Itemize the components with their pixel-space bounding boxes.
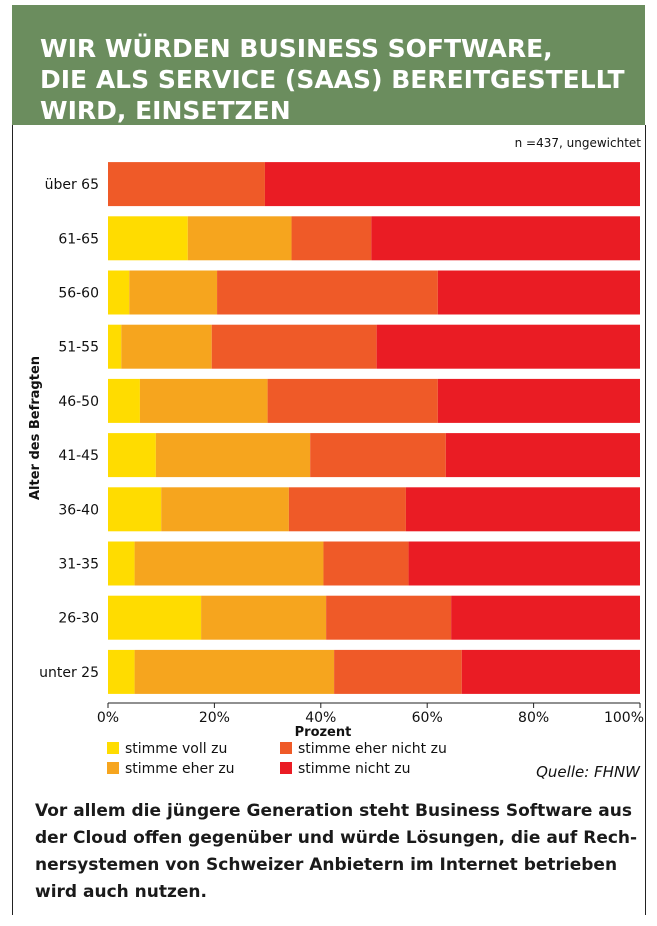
- bar-segment-4-row-6: [445, 433, 640, 478]
- bar-segment-4-row-10: [461, 649, 640, 694]
- caption: Vor allem die jüngere Generation steht B…: [35, 798, 638, 906]
- caption-line-4: wird auch nutzen.: [35, 882, 207, 902]
- bar-segment-3-row-4: [211, 324, 377, 369]
- heading-line-3: WIRD, EINSETZEN: [40, 96, 291, 125]
- y-tick-label-4: 51-55: [58, 340, 99, 356]
- bar-segment-3-row-6: [310, 433, 446, 478]
- y-tick-label-8: 31-35: [58, 557, 99, 573]
- chart-heading: WIR WÜRDEN BUSINESS SOFTWARE, DIE ALS SE…: [40, 33, 630, 126]
- x-tick-label-1: 0%: [97, 710, 119, 726]
- bar-segment-1-row-2: [108, 216, 188, 261]
- y-axis-title: Alter des Befragten: [28, 356, 43, 500]
- y-tick-label-6: 41-45: [58, 448, 99, 464]
- bar-segment-4-row-1: [264, 162, 640, 207]
- bar-segment-2-row-4: [121, 324, 212, 369]
- legend-label-3: stimme eher zu: [125, 761, 235, 777]
- legend-swatch-3: [107, 762, 119, 774]
- x-tick-label-2: 20%: [199, 710, 230, 726]
- heading-line-1: WIR WÜRDEN BUSINESS SOFTWARE,: [40, 34, 553, 63]
- bar-segment-1-row-7: [108, 487, 162, 532]
- sample-size-note: n =437, ungewichtet: [515, 136, 642, 150]
- bar-segment-2-row-8: [134, 541, 324, 586]
- bar-segment-2-row-6: [155, 433, 311, 478]
- caption-line-3: nersystemen von Schweizer Anbietern im I…: [35, 855, 618, 875]
- x-axis-title: Prozent: [295, 725, 352, 740]
- legend-swatch-4: [280, 762, 292, 774]
- y-tick-label-7: 36-40: [58, 502, 99, 518]
- bar-segment-1-row-10: [108, 649, 135, 694]
- legend-swatch-2: [280, 742, 292, 754]
- caption-line-1: Vor allem die jüngere Generation steht B…: [35, 801, 632, 821]
- bar-segment-1-row-9: [108, 595, 202, 640]
- bar-segment-4-row-2: [371, 216, 640, 261]
- y-tick-label-9: 26-30: [58, 611, 99, 627]
- bar-segment-2-row-9: [201, 595, 327, 640]
- stacked-bar-chart: n =437, ungewichtet über 65 61-65 56-60 51-5…: [28, 136, 644, 781]
- bar-segment-3-row-5: [267, 378, 438, 423]
- header-banner: WIR WÜRDEN BUSINESS SOFTWARE, DIE ALS SE…: [12, 5, 645, 125]
- caption-line-2: der Cloud offen gegenüber und würde Lösu…: [35, 828, 638, 848]
- bar-segment-2-row-7: [161, 487, 289, 532]
- bar-segment-4-row-5: [437, 378, 640, 423]
- bar-segment-3-row-10: [334, 649, 462, 694]
- bar-segment-1-row-5: [108, 378, 140, 423]
- bar-segment-1-row-4: [108, 324, 122, 369]
- y-tick-label-1: über 65: [45, 177, 99, 193]
- heading-line-2: DIE ALS SERVICE (SAAS) BEREITGESTELLT: [40, 65, 625, 94]
- bar-segment-2-row-2: [187, 216, 292, 261]
- bar-segment-2-row-3: [129, 270, 218, 315]
- source-note: Quelle: FHNW: [536, 763, 641, 781]
- bar-segment-1-row-6: [108, 433, 156, 478]
- bar-segment-3-row-9: [326, 595, 452, 640]
- x-tick-label-4: 60%: [412, 710, 443, 726]
- legend-swatch-1: [107, 742, 119, 754]
- bar-segment-3-row-2: [291, 216, 372, 261]
- bar-segment-4-row-3: [437, 270, 640, 315]
- y-tick-label-10: unter 25: [39, 665, 99, 681]
- y-tick-label-2: 61-65: [58, 231, 99, 247]
- x-tick-label-6: 100%: [604, 710, 644, 726]
- bar-segment-4-row-8: [408, 541, 640, 586]
- bar-segment-4-row-7: [405, 487, 640, 532]
- bar-segment-3-row-1: [108, 162, 265, 207]
- bar-segment-3-row-7: [288, 487, 406, 532]
- bar-segment-4-row-9: [451, 595, 640, 640]
- y-tick-label-3: 56-60: [58, 286, 99, 302]
- legend-label-2: stimme eher nicht zu: [298, 741, 447, 757]
- x-tick-label-5: 80%: [518, 710, 549, 726]
- chart-frame: n =437, ungewichtet über 65 61-65 56-60 51-5…: [12, 125, 646, 915]
- y-tick-label-5: 46-50: [58, 394, 99, 410]
- legend-label-1: stimme voll zu: [125, 741, 227, 757]
- bar-segment-2-row-10: [134, 649, 335, 694]
- bar-segment-2-row-5: [139, 378, 268, 423]
- bar-segment-3-row-8: [323, 541, 409, 586]
- bar-segment-3-row-3: [217, 270, 438, 315]
- x-tick-label-3: 40%: [305, 710, 336, 726]
- legend-label-4: stimme nicht zu: [298, 761, 411, 777]
- bar-segment-4-row-4: [376, 324, 640, 369]
- bar-segment-1-row-3: [108, 270, 130, 315]
- bar-segment-1-row-8: [108, 541, 135, 586]
